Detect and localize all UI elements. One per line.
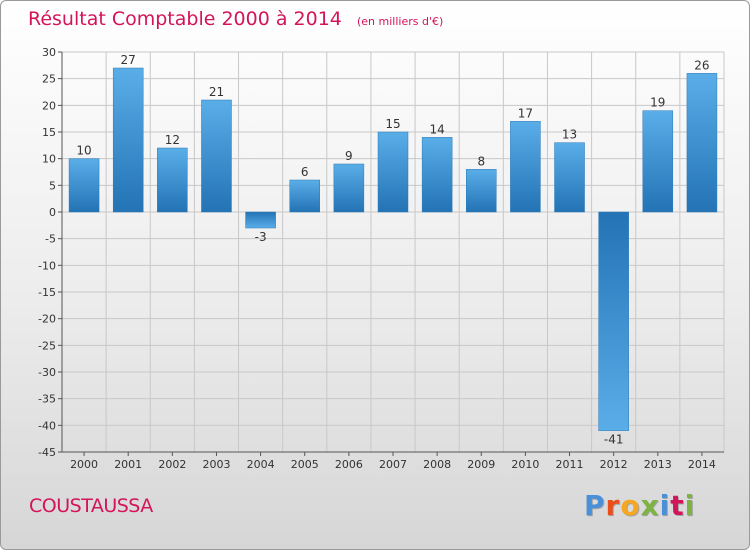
chart-title-block: Résultat Comptable 2000 à 2014 (en milli… bbox=[28, 8, 443, 30]
y-tick-label: -25 bbox=[38, 339, 56, 352]
bar bbox=[421, 137, 453, 213]
data-label: 26 bbox=[694, 58, 709, 72]
y-tick-label: 25 bbox=[42, 73, 56, 86]
data-label: 9 bbox=[345, 149, 353, 163]
x-tick-label: 2007 bbox=[379, 458, 407, 471]
bar bbox=[377, 131, 409, 213]
data-label: 15 bbox=[385, 117, 400, 131]
x-tick-label: 2001 bbox=[114, 458, 142, 471]
x-tick-label: 2004 bbox=[247, 458, 275, 471]
logo-letter: o bbox=[620, 489, 641, 522]
bar bbox=[157, 147, 188, 213]
x-tick-label: 2006 bbox=[335, 458, 363, 471]
x-tick-label: 2003 bbox=[202, 458, 230, 471]
y-tick-label: -5 bbox=[45, 233, 56, 246]
bar bbox=[598, 211, 629, 431]
chart-title: Résultat Comptable 2000 à 2014 bbox=[28, 8, 342, 30]
y-tick-label: 10 bbox=[42, 153, 56, 166]
x-tick-label: 2005 bbox=[291, 458, 319, 471]
commune-name: COUSTAUSSA bbox=[29, 495, 153, 517]
bar bbox=[245, 211, 276, 229]
data-label: -3 bbox=[255, 230, 267, 244]
x-tick-label: 2000 bbox=[70, 458, 98, 471]
bar bbox=[68, 158, 100, 213]
logo-letter: i bbox=[684, 489, 696, 522]
data-label: 27 bbox=[121, 53, 136, 67]
y-tick-label: 0 bbox=[49, 206, 56, 219]
bar bbox=[289, 179, 320, 213]
y-tick-label: -10 bbox=[38, 259, 56, 272]
data-label: 21 bbox=[209, 85, 224, 99]
data-label: 12 bbox=[165, 133, 180, 147]
bar bbox=[642, 110, 674, 213]
data-label: 6 bbox=[301, 165, 309, 179]
logo-letter: P bbox=[584, 489, 606, 522]
bar bbox=[112, 67, 144, 213]
bar bbox=[510, 121, 541, 213]
data-label: 13 bbox=[562, 128, 577, 142]
data-label: 8 bbox=[477, 154, 485, 168]
bar bbox=[686, 73, 718, 213]
x-tick-label: 2013 bbox=[644, 458, 672, 471]
y-tick-label: -30 bbox=[38, 366, 56, 379]
bar bbox=[333, 163, 365, 213]
y-tick-label: 15 bbox=[42, 126, 56, 139]
y-tick-label: -15 bbox=[38, 286, 56, 299]
x-tick-label: 2012 bbox=[600, 458, 628, 471]
data-label: 17 bbox=[518, 106, 533, 120]
logo-letter: x bbox=[640, 489, 660, 522]
y-tick-label: -40 bbox=[38, 419, 56, 432]
y-tick-label: -20 bbox=[38, 313, 56, 326]
y-tick-label: 30 bbox=[42, 46, 56, 59]
logo-letter: i bbox=[659, 489, 671, 522]
proxiti-logo: Proxiti bbox=[584, 489, 695, 522]
data-label: -41 bbox=[604, 433, 624, 447]
x-tick-label: 2008 bbox=[423, 458, 451, 471]
logo-letter: t bbox=[670, 489, 685, 522]
y-tick-label: 20 bbox=[42, 99, 56, 112]
x-tick-label: 2014 bbox=[688, 458, 716, 471]
x-tick-label: 2009 bbox=[467, 458, 495, 471]
x-tick-label: 2011 bbox=[556, 458, 584, 471]
bar bbox=[466, 169, 497, 213]
logo-letter: r bbox=[605, 489, 621, 522]
y-tick-label: -45 bbox=[38, 446, 56, 459]
data-label: 19 bbox=[650, 96, 665, 110]
bar bbox=[554, 142, 585, 213]
data-label: 10 bbox=[76, 144, 91, 158]
data-label: 14 bbox=[429, 122, 444, 136]
y-tick-label: 5 bbox=[49, 179, 56, 192]
x-tick-label: 2002 bbox=[158, 458, 186, 471]
chart-unit-note: (en milliers d'€) bbox=[356, 15, 444, 28]
bar bbox=[201, 99, 232, 213]
y-tick-label: -35 bbox=[38, 393, 56, 406]
x-tick-label: 2010 bbox=[511, 458, 539, 471]
